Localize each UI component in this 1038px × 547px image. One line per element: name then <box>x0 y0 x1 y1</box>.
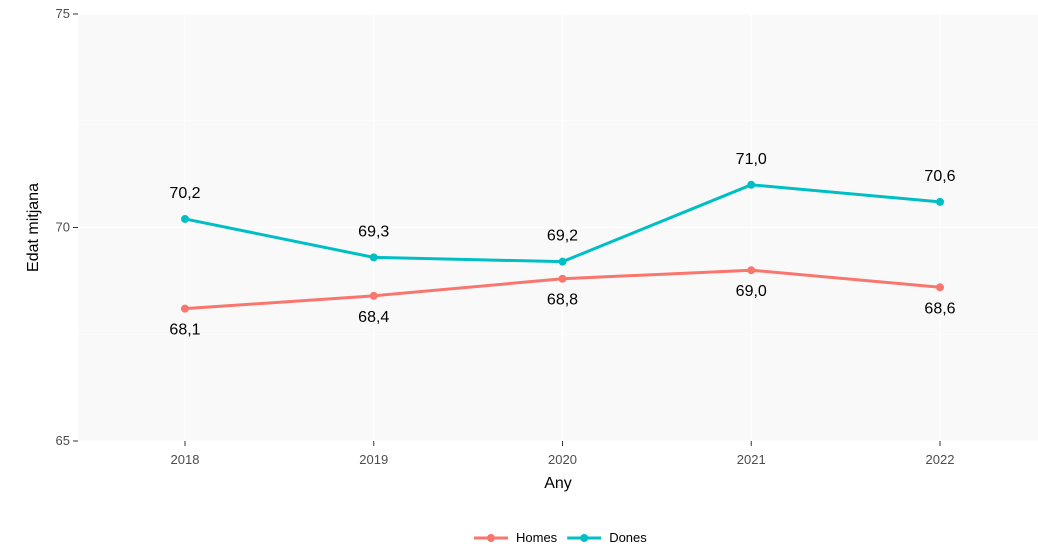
data-label-homes: 68,1 <box>169 322 200 339</box>
data-point-dones <box>936 197 944 206</box>
x-tick-label: 2022 <box>926 452 955 467</box>
data-point-homes <box>181 304 189 313</box>
data-label-homes: 68,8 <box>547 292 578 309</box>
y-axis-title: Edat mitjana <box>25 183 42 272</box>
data-label-homes: 69,0 <box>736 283 767 300</box>
legend-key-point-homes <box>487 534 495 542</box>
data-point-homes <box>936 283 944 292</box>
data-label-dones: 70,6 <box>924 168 955 185</box>
data-labels: 68,1 68,4 68,8 69,0 68,6 70,2 69,3 69,2 71,0 70,6 <box>169 151 955 339</box>
series-layer <box>181 180 944 313</box>
y-tick-label: 75 <box>56 6 70 21</box>
x-tick-label: 2021 <box>737 452 766 467</box>
y-tick-label: 70 <box>56 220 70 235</box>
data-label-dones: 71,0 <box>736 151 767 168</box>
legend: Homes Dones <box>474 530 647 545</box>
x-tick-label: 2020 <box>548 452 577 467</box>
x-tick-label: 2019 <box>359 452 388 467</box>
data-point-dones <box>558 257 567 266</box>
y-axis: 65 70 75 <box>56 6 78 448</box>
legend-label-homes: Homes <box>516 530 558 545</box>
data-label-dones: 70,2 <box>169 185 200 202</box>
data-label-homes: 68,4 <box>358 309 389 326</box>
y-tick-label: 65 <box>56 433 70 448</box>
x-tick-label: 2018 <box>171 452 200 467</box>
x-axis-title: Any <box>544 475 572 492</box>
data-point-homes <box>369 291 378 300</box>
data-label-dones: 69,3 <box>358 223 389 240</box>
legend-key-point-dones <box>580 534 589 542</box>
x-axis: 2018 2019 2020 2021 2022 <box>171 441 955 467</box>
data-point-homes <box>747 266 756 275</box>
data-point-dones <box>369 253 378 262</box>
data-point-dones <box>747 180 756 189</box>
data-point-dones <box>181 214 189 223</box>
data-point-homes <box>558 274 567 283</box>
gridlines <box>78 13 1038 442</box>
data-label-homes: 68,6 <box>924 300 955 317</box>
data-label-dones: 69,2 <box>547 228 578 245</box>
legend-label-dones: Dones <box>609 530 647 545</box>
